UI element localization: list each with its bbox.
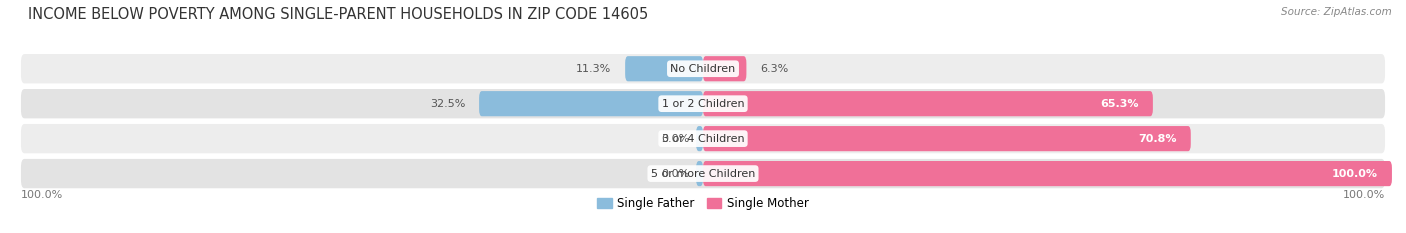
- FancyBboxPatch shape: [703, 126, 1191, 151]
- Text: 1 or 2 Children: 1 or 2 Children: [662, 99, 744, 109]
- FancyBboxPatch shape: [21, 89, 1385, 118]
- Text: 100.0%: 100.0%: [21, 190, 63, 200]
- FancyBboxPatch shape: [21, 159, 1385, 188]
- Text: 70.8%: 70.8%: [1139, 134, 1177, 144]
- FancyBboxPatch shape: [626, 56, 703, 81]
- FancyBboxPatch shape: [703, 161, 1392, 186]
- Text: 32.5%: 32.5%: [430, 99, 465, 109]
- FancyBboxPatch shape: [703, 56, 747, 81]
- Text: 100.0%: 100.0%: [1331, 169, 1378, 178]
- Text: 6.3%: 6.3%: [761, 64, 789, 74]
- FancyBboxPatch shape: [696, 161, 703, 186]
- FancyBboxPatch shape: [703, 91, 1153, 116]
- Text: No Children: No Children: [671, 64, 735, 74]
- Text: 5 or more Children: 5 or more Children: [651, 169, 755, 178]
- FancyBboxPatch shape: [696, 126, 703, 151]
- Text: 65.3%: 65.3%: [1101, 99, 1139, 109]
- Text: Source: ZipAtlas.com: Source: ZipAtlas.com: [1281, 7, 1392, 17]
- Text: INCOME BELOW POVERTY AMONG SINGLE-PARENT HOUSEHOLDS IN ZIP CODE 14605: INCOME BELOW POVERTY AMONG SINGLE-PARENT…: [28, 7, 648, 22]
- Text: 3 or 4 Children: 3 or 4 Children: [662, 134, 744, 144]
- Text: 11.3%: 11.3%: [576, 64, 612, 74]
- FancyBboxPatch shape: [479, 91, 703, 116]
- Legend: Single Father, Single Mother: Single Father, Single Mother: [598, 197, 808, 210]
- FancyBboxPatch shape: [21, 54, 1385, 83]
- Text: 100.0%: 100.0%: [1343, 190, 1385, 200]
- Text: 0.0%: 0.0%: [661, 134, 689, 144]
- FancyBboxPatch shape: [21, 124, 1385, 153]
- Text: 0.0%: 0.0%: [661, 169, 689, 178]
